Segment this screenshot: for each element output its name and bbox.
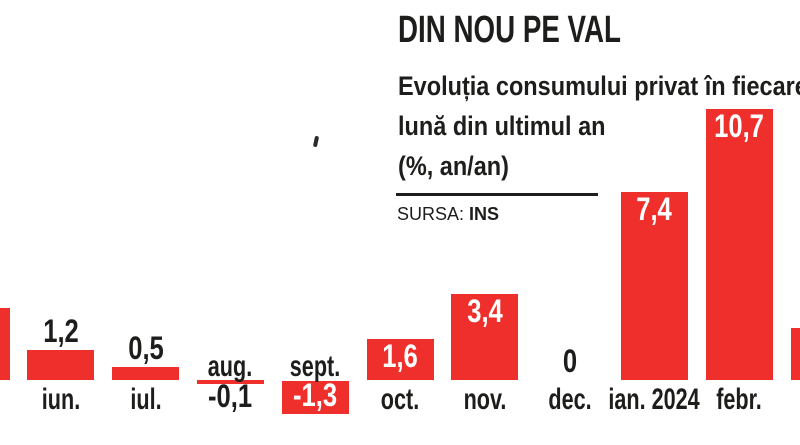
bar-iun <box>27 349 95 380</box>
bar-ian-2024 <box>620 192 688 380</box>
month-label-dec: dec. <box>547 383 592 416</box>
bar-oct <box>366 339 434 380</box>
bar-edge-right <box>790 328 800 380</box>
source-value: INS <box>469 204 500 224</box>
value-label-0-5: 0,5 <box>127 330 164 367</box>
subtitle-line-1: Evoluția consumului privat în fiecare <box>398 71 800 101</box>
month-label-ian-2024: ian. 2024 <box>608 383 701 416</box>
subtitle-line-2: lună din ultimul an <box>398 111 606 141</box>
chart-subtitle: Evoluția consumului privat în fiecare lu… <box>398 66 800 186</box>
month-label-iun: iun. <box>41 383 80 416</box>
month-label-aug: aug. <box>208 350 253 383</box>
bar-sept <box>281 381 349 414</box>
bar-aug <box>196 380 264 384</box>
value-label-10-7: 10,7 <box>714 107 765 144</box>
month-label-nov: nov. <box>463 383 507 416</box>
source-note: SURSA: INS <box>397 205 499 223</box>
value-label-1-3: -1,3 <box>293 377 338 413</box>
value-label-3-4: 3,4 <box>467 292 503 329</box>
month-label-sept: sept. <box>289 350 341 383</box>
bar-iul <box>112 367 180 380</box>
bar-nov <box>451 293 519 380</box>
month-label-iul: iul. <box>129 383 162 416</box>
source-label: SURSA: <box>397 204 465 224</box>
chart-title: DIN NOU PE VAL <box>398 9 621 51</box>
value-label-7-4: 7,4 <box>636 191 673 228</box>
bar-edge-left <box>0 307 10 380</box>
value-label-0: 0 <box>562 343 577 379</box>
bar-febr <box>705 108 773 380</box>
month-label-febr: febr. <box>716 383 762 416</box>
subtitle-line-3: (%, an/an) <box>398 151 509 181</box>
value-label-0-1: -0,1 <box>208 378 253 414</box>
value-label-1-2: 1,2 <box>43 312 79 349</box>
value-label-1-6: 1,6 <box>382 338 418 375</box>
month-label-oct: oct. <box>380 383 420 416</box>
divider-line <box>396 193 598 196</box>
